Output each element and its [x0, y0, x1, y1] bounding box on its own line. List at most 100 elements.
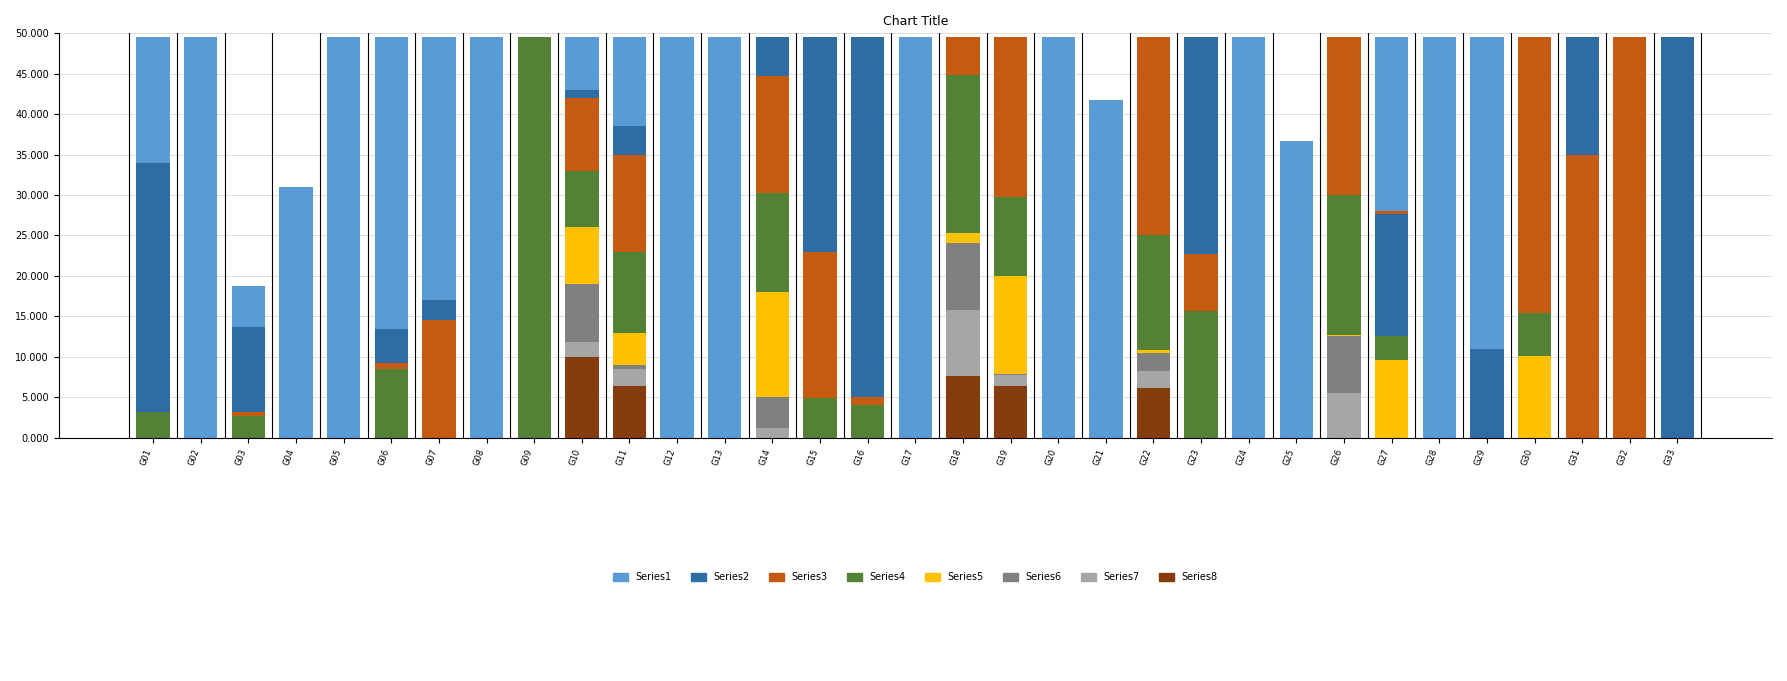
- Bar: [1565, 37, 1599, 438]
- Bar: [994, 37, 1028, 438]
- Bar: [1185, 37, 1217, 438]
- Bar: [1137, 37, 1170, 438]
- Bar: [804, 398, 836, 438]
- Bar: [1137, 37, 1170, 438]
- Bar: [1328, 393, 1360, 438]
- Bar: [613, 155, 647, 438]
- Bar: [899, 37, 933, 438]
- Bar: [756, 76, 790, 438]
- Bar: [804, 37, 836, 438]
- Bar: [851, 37, 885, 438]
- Bar: [1185, 37, 1217, 438]
- Bar: [1137, 353, 1170, 438]
- Bar: [422, 300, 456, 438]
- Bar: [613, 37, 647, 438]
- Bar: [1614, 37, 1646, 438]
- Legend: Series1, Series2, Series3, Series4, Series5, Series6, Series7, Series8: Series1, Series2, Series3, Series4, Seri…: [609, 569, 1221, 586]
- Bar: [184, 37, 218, 438]
- Bar: [994, 375, 1028, 438]
- Bar: [136, 163, 170, 438]
- Bar: [613, 365, 647, 438]
- Bar: [232, 327, 264, 438]
- Bar: [1517, 37, 1551, 438]
- Bar: [947, 310, 979, 438]
- Bar: [947, 37, 979, 438]
- Bar: [232, 415, 264, 438]
- Bar: [422, 37, 456, 438]
- Bar: [279, 187, 313, 438]
- Bar: [375, 369, 407, 438]
- Bar: [756, 37, 790, 438]
- Bar: [1660, 37, 1694, 438]
- Bar: [1185, 311, 1217, 438]
- Bar: [565, 90, 599, 438]
- Bar: [1374, 336, 1408, 438]
- Bar: [661, 37, 693, 438]
- Bar: [1374, 360, 1408, 438]
- Bar: [756, 37, 790, 438]
- Bar: [1517, 37, 1551, 438]
- Bar: [994, 37, 1028, 438]
- Bar: [565, 357, 599, 438]
- Bar: [470, 37, 504, 438]
- Bar: [947, 37, 979, 438]
- Bar: [1565, 37, 1599, 438]
- Bar: [1614, 37, 1646, 438]
- Bar: [756, 397, 790, 438]
- Bar: [327, 37, 361, 438]
- Bar: [994, 386, 1028, 438]
- Bar: [518, 37, 550, 438]
- Bar: [1660, 37, 1694, 438]
- Bar: [947, 37, 979, 438]
- Bar: [375, 363, 407, 438]
- Bar: [1374, 37, 1408, 438]
- Bar: [804, 253, 836, 438]
- Title: Chart Title: Chart Title: [883, 15, 947, 28]
- Bar: [1328, 37, 1360, 438]
- Bar: [994, 276, 1028, 438]
- Bar: [518, 37, 550, 438]
- Bar: [1517, 313, 1551, 438]
- Bar: [1422, 37, 1456, 438]
- Bar: [1137, 388, 1170, 438]
- Bar: [136, 412, 170, 438]
- Bar: [851, 405, 885, 438]
- Bar: [994, 197, 1028, 438]
- Bar: [422, 320, 456, 438]
- Bar: [1471, 349, 1503, 438]
- Bar: [1517, 37, 1551, 438]
- Bar: [232, 287, 264, 438]
- Bar: [947, 74, 979, 438]
- Bar: [1231, 37, 1265, 438]
- Bar: [565, 284, 599, 438]
- Bar: [1328, 336, 1360, 438]
- Bar: [1517, 356, 1551, 438]
- Bar: [708, 37, 742, 438]
- Bar: [1185, 254, 1217, 438]
- Bar: [1328, 37, 1360, 438]
- Bar: [1328, 195, 1360, 438]
- Bar: [613, 369, 647, 438]
- Bar: [613, 251, 647, 438]
- Bar: [1565, 155, 1599, 438]
- Bar: [518, 37, 550, 438]
- Bar: [1374, 211, 1408, 438]
- Bar: [756, 292, 790, 438]
- Bar: [232, 412, 264, 438]
- Bar: [1374, 215, 1408, 438]
- Bar: [994, 37, 1028, 438]
- Bar: [1328, 37, 1360, 438]
- Bar: [136, 37, 170, 438]
- Bar: [565, 37, 599, 438]
- Bar: [1471, 37, 1503, 438]
- Bar: [565, 171, 599, 438]
- Bar: [1042, 37, 1074, 438]
- Bar: [994, 375, 1028, 438]
- Bar: [1137, 350, 1170, 438]
- Bar: [804, 37, 836, 438]
- Bar: [1328, 335, 1360, 438]
- Bar: [518, 37, 550, 438]
- Bar: [136, 413, 170, 438]
- Bar: [756, 193, 790, 438]
- Bar: [613, 126, 647, 438]
